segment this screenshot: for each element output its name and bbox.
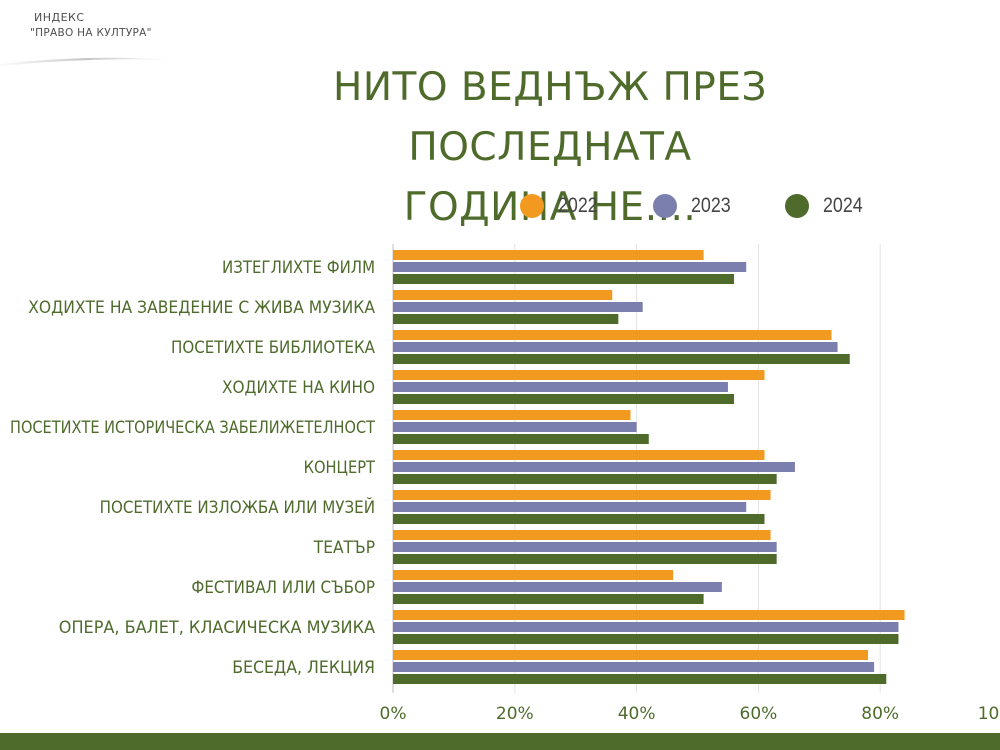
x-tick-label-3: 60%	[740, 704, 778, 724]
bar-2022-1	[393, 290, 613, 300]
bar-2024-10	[393, 674, 887, 684]
bar-2024-4	[393, 434, 649, 444]
chart-title-line-1: НИТО ВЕДНЪЖ ПРЕЗ ПОСЛЕДНАТА	[333, 65, 767, 170]
x-tick-label-5: 100%	[978, 704, 1000, 724]
category-label-3: ХОДИХТЕ НА КИНО	[222, 378, 375, 398]
category-label-1: ХОДИХТЕ НА ЗАВЕДЕНИЕ С ЖИВА МУЗИКА	[28, 298, 375, 318]
bar-2023-4	[393, 422, 637, 432]
brand-name-label: "ПРАВО НА КУЛТУРА"	[30, 27, 152, 39]
bar-2023-10	[393, 662, 875, 672]
bar-2022-10	[393, 650, 869, 660]
chart-title-line-2: ГОДИНА НЕ....	[403, 185, 697, 230]
bar-2023-5	[393, 462, 795, 472]
footer-bar	[0, 733, 1000, 750]
bar-2022-5	[393, 450, 765, 460]
bar-2022-4	[393, 410, 631, 420]
legend-item-2023: 2023	[652, 194, 738, 218]
chart-title: НИТО ВЕДНЪЖ ПРЕЗ ПОСЛЕДНАТА ГОДИНА НЕ...…	[200, 58, 900, 238]
bar-2022-7	[393, 530, 771, 540]
bar-2024-3	[393, 394, 735, 404]
legend-swatch-2022	[520, 194, 544, 218]
legend-item-2022: 2022	[520, 194, 605, 218]
x-tick-label-2: 40%	[618, 704, 656, 724]
chart-legend: 2022 2023 2024	[520, 191, 918, 221]
legend-item-2024: 2024	[785, 194, 870, 218]
category-label-9: ОПЕРА, БАЛЕТ, КЛАСИЧЕСКА МУЗИКА	[59, 618, 376, 638]
bar-2022-8	[393, 570, 674, 580]
category-label-5: КОНЦЕРТ	[304, 458, 376, 478]
bar-2023-2	[393, 342, 838, 352]
legend-label-2023: 2023	[690, 194, 731, 217]
category-label-4: ПОСЕТИХТЕ ИСТОРИЧЕСКА ЗАБЕЛИЖЕТЕЛНОСТ	[10, 418, 376, 438]
bar-2022-3	[393, 370, 765, 380]
bar-2024-0	[393, 274, 735, 284]
bar-2024-1	[393, 314, 619, 324]
bar-2023-9	[393, 622, 899, 632]
bar-2023-1	[393, 302, 643, 312]
brand-index-label: ИНДЕКС	[34, 11, 85, 24]
legend-label-2024: 2024	[823, 194, 864, 217]
bar-2024-2	[393, 354, 850, 364]
bar-2024-7	[393, 554, 777, 564]
legend-swatch-2023	[652, 194, 677, 218]
bar-2022-9	[393, 610, 905, 620]
bar-2023-6	[393, 502, 747, 512]
bar-2024-6	[393, 514, 765, 524]
x-tick-label-0: 0%	[380, 704, 407, 724]
bar-2022-0	[393, 250, 704, 260]
category-label-0: ИЗТЕГЛИХТЕ ФИЛМ	[222, 258, 375, 278]
category-label-7: ТЕАТЪР	[313, 538, 375, 558]
legend-label-2022: 2022	[558, 194, 598, 217]
category-label-6: ПОСЕТИХТЕ ИЗЛОЖБА ИЛИ МУЗЕЙ	[100, 496, 375, 518]
brand-swoosh-decoration	[0, 57, 175, 66]
category-label-2: ПОСЕТИХТЕ БИБЛИОТЕКА	[171, 338, 375, 358]
bar-2024-5	[393, 474, 777, 484]
brand-logo: ИНДЕКС "ПРАВО НА КУЛТУРА"	[0, 0, 220, 70]
bar-2023-0	[393, 262, 747, 272]
x-tick-label-1: 20%	[496, 704, 534, 724]
bar-2022-6	[393, 490, 771, 500]
bar-2023-7	[393, 542, 777, 552]
category-label-8: ФЕСТИВАЛ ИЛИ СЪБОР	[191, 578, 375, 598]
bar-2024-8	[393, 594, 704, 604]
x-tick-label-4: 80%	[861, 704, 899, 724]
category-label-10: БЕСЕДА, ЛЕКЦИЯ	[232, 658, 375, 678]
legend-swatch-2024	[785, 194, 810, 218]
bar-2022-2	[393, 330, 832, 340]
bar-2023-8	[393, 582, 722, 592]
bar-2024-9	[393, 634, 899, 644]
bar-2023-3	[393, 382, 728, 392]
